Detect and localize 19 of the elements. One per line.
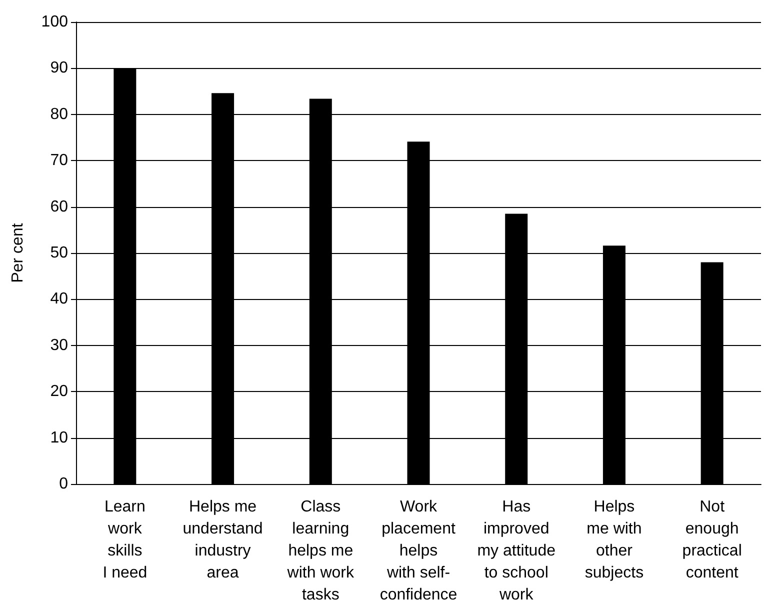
y-tick-label: 100	[41, 14, 68, 30]
y-tick-label: 40	[50, 290, 68, 308]
x-tick-label: Class learning helps me with work tasks	[286, 498, 355, 604]
x-tick-label: Learn work skills I need	[102, 498, 148, 582]
y-tick-label: 20	[50, 383, 68, 400]
y-tick-label: 10	[50, 429, 68, 446]
x-tick-label: Has improved my attitude to school work	[477, 498, 556, 604]
x-tick-label: Not enough practical content	[682, 498, 742, 582]
y-tick-label: 30	[50, 336, 68, 354]
x-tick-label: Helps me with other subjects	[584, 498, 644, 582]
x-tick-label: Helps me understand industry area	[182, 498, 263, 582]
x-tick-label: Work placement helps with self- confidence	[380, 498, 458, 604]
y-tick-label: 70	[50, 152, 68, 170]
y-tick-label: 0	[59, 476, 68, 492]
y-tick-label: 50	[50, 244, 68, 262]
y-axis-title: Per cent	[10, 222, 26, 283]
y-tick-label: 90	[50, 60, 68, 77]
y-tick-label: 80	[50, 106, 68, 123]
y-tick-label: 60	[50, 198, 68, 216]
